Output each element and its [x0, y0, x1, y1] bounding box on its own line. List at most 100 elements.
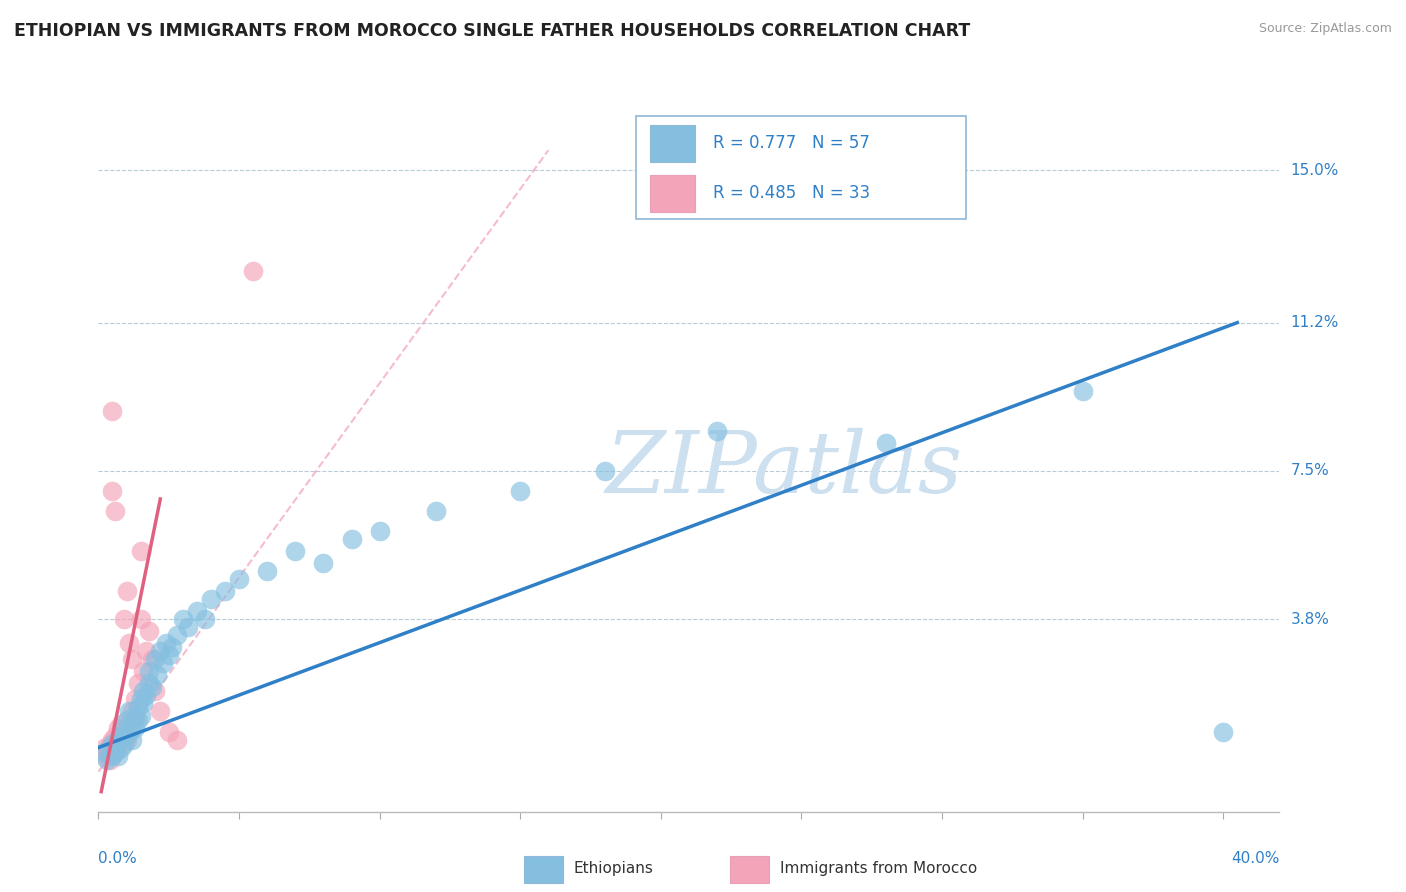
Text: Ethiopians: Ethiopians	[574, 862, 652, 876]
Point	[146, 668, 169, 682]
Point	[98, 737, 121, 751]
Point	[149, 644, 172, 658]
Text: 15.0%: 15.0%	[1291, 162, 1339, 178]
Point	[107, 748, 129, 763]
Point	[112, 724, 135, 739]
Point	[107, 732, 129, 747]
Point	[172, 612, 194, 626]
Point	[124, 708, 146, 723]
Point	[101, 483, 124, 498]
Point	[152, 657, 174, 671]
Point	[127, 676, 149, 690]
Point	[155, 636, 177, 650]
Point	[115, 713, 138, 727]
Point	[135, 644, 157, 658]
Point	[121, 732, 143, 747]
Point	[143, 652, 166, 666]
Text: ZIPatlas: ZIPatlas	[605, 428, 962, 510]
FancyBboxPatch shape	[650, 175, 695, 212]
Point	[104, 745, 127, 759]
Point	[101, 737, 124, 751]
Point	[124, 713, 146, 727]
Point	[132, 684, 155, 698]
Point	[138, 665, 160, 679]
Point	[129, 544, 152, 558]
Point	[118, 705, 141, 719]
Point	[166, 732, 188, 747]
Point	[1212, 724, 1234, 739]
Text: 0.0%: 0.0%	[98, 851, 138, 865]
Text: R = 0.777   N = 57: R = 0.777 N = 57	[713, 134, 869, 152]
Point	[104, 504, 127, 518]
Point	[124, 692, 146, 706]
Point	[214, 584, 236, 599]
Point	[509, 483, 531, 498]
Text: ETHIOPIAN VS IMMIGRANTS FROM MOROCCO SINGLE FATHER HOUSEHOLDS CORRELATION CHART: ETHIOPIAN VS IMMIGRANTS FROM MOROCCO SIN…	[14, 22, 970, 40]
Text: 7.5%: 7.5%	[1291, 464, 1329, 478]
Point	[593, 464, 616, 478]
Point	[115, 584, 138, 599]
Point	[129, 692, 152, 706]
Point	[118, 636, 141, 650]
Point	[101, 740, 124, 755]
Point	[110, 740, 132, 755]
Point	[129, 708, 152, 723]
Point	[228, 572, 250, 586]
Point	[129, 612, 152, 626]
Point	[242, 263, 264, 277]
Point	[135, 689, 157, 703]
Point	[132, 665, 155, 679]
FancyBboxPatch shape	[730, 856, 769, 883]
Point	[194, 612, 217, 626]
Point	[143, 684, 166, 698]
Point	[96, 753, 118, 767]
Point	[101, 732, 124, 747]
Point	[112, 737, 135, 751]
Point	[112, 612, 135, 626]
Point	[127, 700, 149, 714]
FancyBboxPatch shape	[636, 116, 966, 219]
Point	[284, 544, 307, 558]
Point	[115, 732, 138, 747]
Point	[340, 532, 363, 546]
Point	[138, 676, 160, 690]
Point	[104, 745, 127, 759]
Point	[157, 724, 180, 739]
Point	[157, 648, 180, 663]
Point	[312, 556, 335, 570]
Text: 40.0%: 40.0%	[1232, 851, 1279, 865]
Point	[425, 504, 447, 518]
Point	[1071, 384, 1094, 398]
Point	[127, 713, 149, 727]
Point	[93, 740, 115, 755]
Point	[110, 729, 132, 743]
Point	[256, 564, 278, 578]
Point	[706, 424, 728, 438]
Point	[98, 740, 121, 755]
FancyBboxPatch shape	[523, 856, 562, 883]
Text: R = 0.485   N = 33: R = 0.485 N = 33	[713, 184, 870, 202]
Point	[141, 681, 163, 695]
Point	[112, 721, 135, 735]
Point	[141, 652, 163, 666]
Point	[115, 729, 138, 743]
Text: 11.2%: 11.2%	[1291, 315, 1339, 330]
Point	[121, 652, 143, 666]
Text: Immigrants from Morocco: Immigrants from Morocco	[780, 862, 977, 876]
Point	[124, 721, 146, 735]
Point	[107, 721, 129, 735]
Point	[186, 604, 208, 618]
Point	[110, 716, 132, 731]
Point	[96, 745, 118, 759]
Point	[107, 737, 129, 751]
Point	[149, 705, 172, 719]
Point	[875, 436, 897, 450]
Point	[121, 705, 143, 719]
Text: 3.8%: 3.8%	[1291, 612, 1330, 627]
Text: Source: ZipAtlas.com: Source: ZipAtlas.com	[1258, 22, 1392, 36]
Point	[93, 748, 115, 763]
Point	[93, 745, 115, 759]
Point	[104, 729, 127, 743]
Point	[177, 620, 200, 634]
Point	[101, 404, 124, 418]
